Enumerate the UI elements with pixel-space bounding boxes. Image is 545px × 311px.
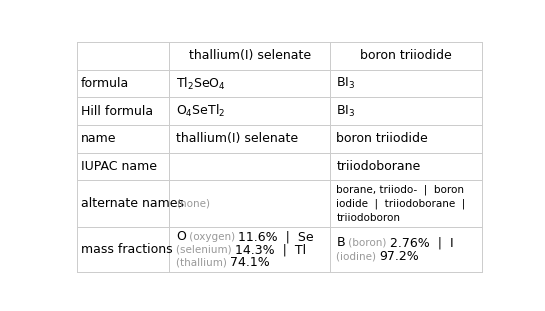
Text: 97.2%: 97.2% xyxy=(379,250,419,263)
Text: triiodoborane: triiodoborane xyxy=(336,160,421,173)
Text: thallium(I) selenate: thallium(I) selenate xyxy=(176,132,298,146)
Text: BI$_3$: BI$_3$ xyxy=(336,104,355,119)
Text: IUPAC name: IUPAC name xyxy=(81,160,157,173)
Text: name: name xyxy=(81,132,116,146)
Text: 14.3%  |  Tl: 14.3% | Tl xyxy=(235,243,306,256)
Text: mass fractions: mass fractions xyxy=(81,243,172,256)
Text: (iodine): (iodine) xyxy=(336,252,379,262)
Text: (thallium): (thallium) xyxy=(176,258,230,267)
Text: thallium(I) selenate: thallium(I) selenate xyxy=(189,49,311,63)
Text: (selenium): (selenium) xyxy=(176,245,235,255)
Text: O$_4$SeTl$_2$: O$_4$SeTl$_2$ xyxy=(176,103,225,119)
Text: Hill formula: Hill formula xyxy=(81,105,153,118)
Text: boron triiodide: boron triiodide xyxy=(360,49,452,63)
Text: formula: formula xyxy=(81,77,129,90)
Text: 11.6%  |  Se: 11.6% | Se xyxy=(238,230,314,244)
Text: (none): (none) xyxy=(176,199,210,209)
Text: (boron): (boron) xyxy=(345,238,390,248)
Text: Tl$_2$SeO$_4$: Tl$_2$SeO$_4$ xyxy=(176,76,226,92)
Text: boron triiodide: boron triiodide xyxy=(336,132,428,146)
Text: borane, triiodo-  |  boron
iodide  |  triiodoborane  |
triiodoboron: borane, triiodo- | boron iodide | triiod… xyxy=(336,184,466,223)
Text: 74.1%: 74.1% xyxy=(230,256,270,269)
Text: alternate names: alternate names xyxy=(81,197,184,210)
Text: O: O xyxy=(176,230,186,244)
Text: BI$_3$: BI$_3$ xyxy=(336,76,355,91)
Text: B: B xyxy=(336,236,345,249)
Text: 2.76%  |  I: 2.76% | I xyxy=(390,236,453,249)
Text: (oxygen): (oxygen) xyxy=(186,232,238,242)
